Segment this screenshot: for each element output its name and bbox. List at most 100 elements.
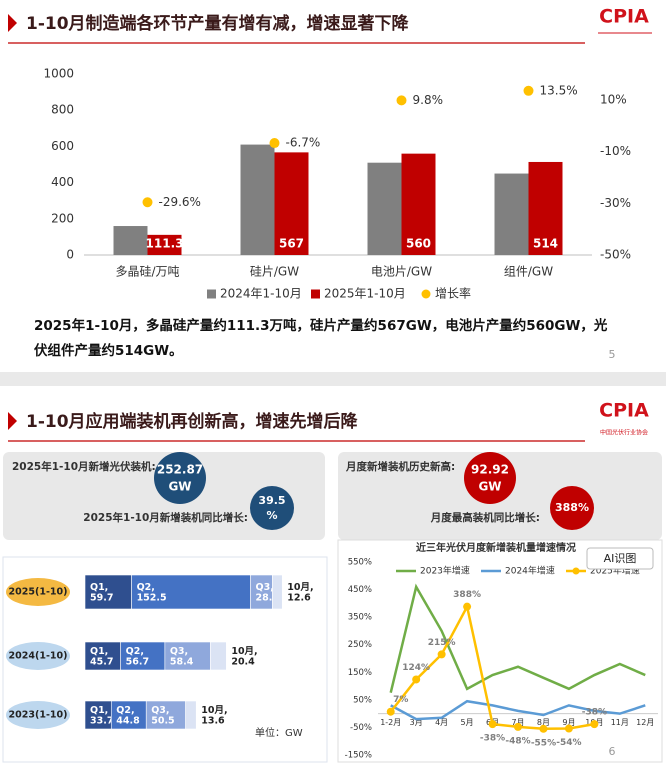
bar: [113, 226, 148, 255]
rate-point: [142, 197, 153, 208]
segment-value: 44.8: [116, 715, 140, 726]
legend-label: 2024年增速: [505, 565, 555, 577]
bar-value-label: 111.3: [146, 237, 184, 251]
y-tick-label: 350%: [348, 613, 372, 623]
point: [564, 724, 573, 733]
rate-label: 13.5%: [540, 83, 578, 97]
rate-point: [523, 85, 534, 96]
y-tick-label: -150%: [345, 751, 372, 761]
point-label: 7%: [393, 695, 408, 705]
y-tick-label: 800: [51, 103, 74, 117]
slide-title: 1-10月应用端装机再创新高，增速先增后降: [26, 411, 359, 432]
logo-subtitle: 中国光伏行业协会: [600, 429, 648, 437]
point-label: 124%: [402, 663, 430, 673]
segment-value: 12.6: [287, 592, 311, 603]
ai-button-label[interactable]: AI识图: [604, 552, 637, 565]
segment-name: Q1,: [90, 581, 108, 592]
stat-label: 月度最高装机同比增长:: [430, 511, 540, 524]
point: [463, 602, 472, 611]
chart-title: 近三年光伏月度新增装机量增速情况: [416, 541, 576, 554]
rate-point: [269, 138, 280, 149]
segment-name: 10月,: [201, 704, 227, 715]
x-tick-label: 硅片/GW: [250, 265, 299, 279]
segment-value: 50.5: [151, 715, 174, 726]
bar: [367, 162, 402, 255]
bar: [274, 152, 309, 255]
series-line: [389, 583, 646, 693]
x-tick-label: 多晶硅/万吨: [115, 265, 179, 279]
note: 2025年1-10月，多晶硅产量约111.3万吨，硅片产量约567GW，电池片产…: [34, 318, 608, 359]
segment-value: 33.7: [90, 715, 113, 726]
point-label: -48%: [505, 736, 530, 746]
segment-label: Q3, 28.1: [256, 581, 279, 603]
segment-value: 152.5: [137, 592, 167, 603]
x-tick-label: 1-2月: [380, 718, 401, 727]
segment-label: 10月, 13.6: [201, 704, 227, 726]
stat-value: 39.5: [258, 494, 285, 507]
point: [412, 675, 421, 684]
segment-label: 10月, 20.4: [231, 645, 257, 667]
segment-name: Q1,: [90, 645, 108, 656]
x-tick-label: 4月: [435, 718, 448, 727]
x-tick-label: 3月: [410, 718, 423, 727]
x-tick-label: 7月: [511, 718, 524, 727]
segment-label: Q2, 152.5: [137, 581, 167, 603]
y-tick-label: 2023(1-10): [9, 710, 68, 721]
y-tick-label: 550%: [348, 558, 372, 568]
segment-label: Q3, 50.5: [151, 704, 174, 726]
rate-point: [396, 95, 407, 106]
x-tick-label: 9月: [562, 718, 575, 727]
x-tick-label: 5月: [461, 718, 474, 727]
ai-button[interactable]: AI识图: [586, 547, 654, 570]
bar-value-label: 567: [279, 237, 304, 251]
legend-swatch: [421, 289, 431, 299]
category-badge: [6, 642, 70, 670]
point: [539, 724, 548, 733]
stat-value: 388%: [555, 501, 589, 514]
segment-name: Q3,: [256, 581, 274, 592]
point-label: -54%: [556, 738, 581, 748]
bar: [494, 173, 529, 255]
stat-circle: [464, 452, 516, 504]
page-number: 5: [609, 348, 616, 361]
bar: [240, 144, 275, 255]
category-badge: [6, 701, 70, 729]
bar-segment: [210, 641, 227, 671]
y2-tick-label: -30%: [600, 196, 631, 210]
bar: [147, 234, 182, 255]
segment-value: 45.7: [90, 656, 113, 667]
stat-unit: GW: [168, 480, 191, 494]
bar-segment: [164, 641, 211, 671]
segment-value: 56.7: [126, 656, 149, 667]
segment-value: 58.4: [170, 656, 194, 667]
legend-label: 2025年1-10月: [324, 287, 406, 301]
bar-segment: [272, 574, 283, 610]
bar-segment: [110, 700, 147, 730]
y-tick-label: 150%: [348, 668, 372, 678]
y-tick-label: 0: [66, 248, 74, 262]
legend-swatch: [311, 289, 320, 299]
x-tick-label: 组件/GW: [504, 265, 553, 279]
bar-segment: [120, 641, 166, 671]
stat-label: 2025年1-10月新增光伏装机:: [12, 460, 156, 473]
point-label: -38%: [480, 734, 505, 744]
segment-name: Q3,: [151, 704, 169, 715]
segment-label: 10月, 12.6: [287, 581, 313, 603]
legend-swatch: [207, 289, 216, 299]
segment-value: 28.1: [256, 592, 279, 603]
title-marker: [8, 14, 17, 32]
bar-segment: [84, 700, 112, 730]
bar-segment: [84, 574, 132, 610]
rate-label: 9.8%: [413, 93, 444, 107]
y-tick-label: 50%: [353, 695, 372, 705]
segment-label: Q3, 58.4: [170, 645, 194, 667]
unit-label: 单位：GW: [255, 726, 303, 739]
point-label: 388%: [453, 590, 481, 600]
y-tick-label: 2025(1-10): [9, 587, 68, 598]
segment-label: Q2, 44.8: [116, 704, 140, 726]
segment-name: Q1,: [90, 704, 108, 715]
ai-button-box[interactable]: [586, 547, 654, 570]
y2-tick-label: 10%: [600, 92, 627, 106]
bar: [528, 161, 563, 255]
